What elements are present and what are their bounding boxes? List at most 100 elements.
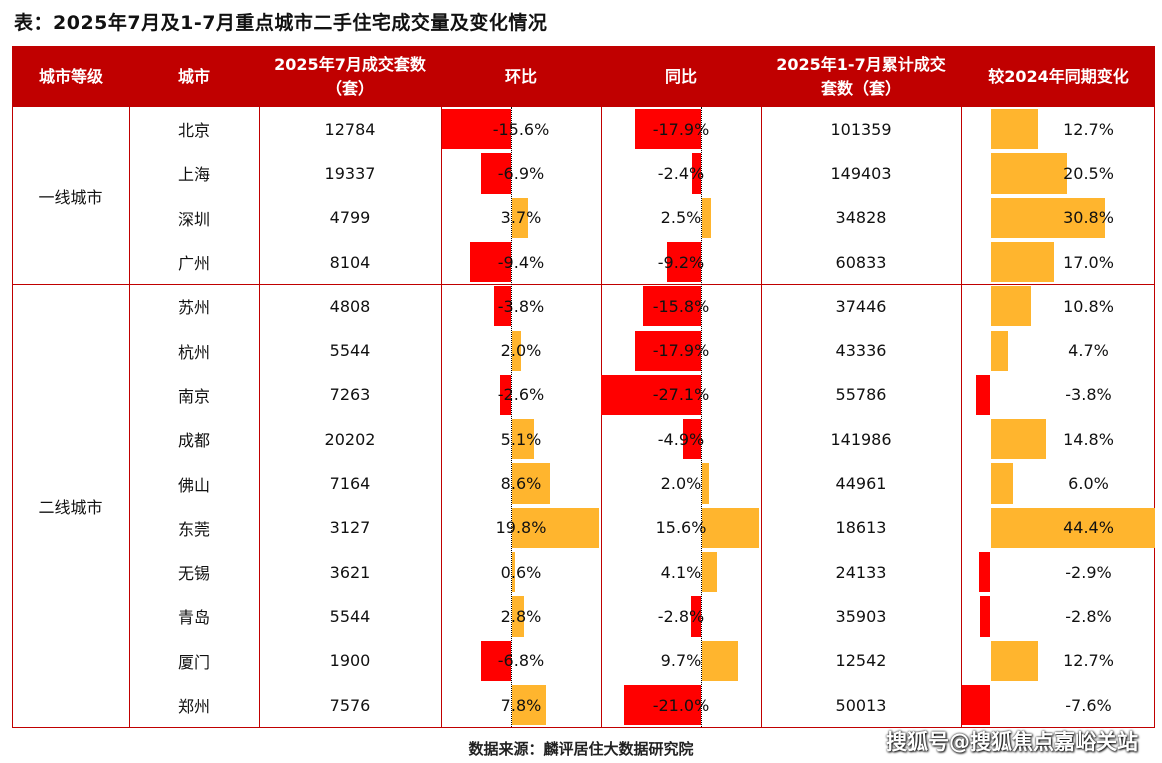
column-header: 环比 <box>504 67 537 86</box>
yoy-bar <box>690 596 701 637</box>
yoy-bar <box>635 330 701 371</box>
mom-axis-line <box>511 107 512 728</box>
mom-label: 0.6% <box>500 562 542 582</box>
yoy-label: -9.2% <box>657 252 705 272</box>
yoy-bar <box>692 153 701 194</box>
table-header: 城市等级 城市 2025年7月成交套数（套） 环比 同比 2025年1-7月累计成交套数（… <box>13 47 1154 107</box>
chg-bar <box>991 241 1054 283</box>
yoy-label: -27.1% <box>652 385 710 405</box>
mom-label: -9.4% <box>497 252 545 272</box>
watermark: 搜狐号@搜狐焦点嘉峪关站 <box>886 730 1138 754</box>
yoy-bar <box>667 241 701 283</box>
chg-bar <box>991 286 1031 327</box>
cum-cell: 60833 <box>835 252 887 272</box>
mom-label: -15.6% <box>492 119 550 139</box>
city-cell: 广州 <box>177 254 210 274</box>
tier-label: 一线城市 <box>38 187 103 207</box>
mom-label: -2.6% <box>497 385 545 405</box>
yoy-bar <box>702 507 760 548</box>
yoy-label: 4.1% <box>660 562 702 582</box>
yoy-label: 2.5% <box>660 208 702 228</box>
column-header: 城市 <box>177 67 210 86</box>
mom-label: -6.8% <box>497 651 545 671</box>
cum-cell: 44961 <box>835 474 887 494</box>
column-divider <box>441 107 442 728</box>
column-divider <box>601 107 602 728</box>
column-divider <box>961 107 962 728</box>
cum-cell: 50013 <box>835 695 887 715</box>
mom-label: 3.7% <box>500 208 542 228</box>
cum-cell: 35903 <box>835 606 887 626</box>
mom-bar <box>512 419 535 460</box>
cum-cell: 34828 <box>835 208 887 228</box>
yoy-bar <box>682 419 701 460</box>
yoy-bar <box>623 684 701 726</box>
yoy-bar <box>702 463 710 504</box>
column-divider <box>761 107 762 728</box>
tier-divider <box>13 284 1154 286</box>
mom-label: -6.9% <box>497 163 545 183</box>
vol-cell: 8104 <box>329 252 371 272</box>
yoy-bar <box>702 197 712 238</box>
cum-cell: 149403 <box>830 163 892 183</box>
chg-bar <box>991 153 1067 194</box>
mom-bar <box>512 552 515 593</box>
mom-bar <box>512 507 600 548</box>
column-divider <box>259 107 260 728</box>
mom-bar <box>469 241 511 283</box>
mom-bar <box>512 197 529 238</box>
cum-cell: 141986 <box>830 429 892 449</box>
mom-label: 2.8% <box>500 606 542 626</box>
chg-label: 12.7% <box>1063 651 1114 671</box>
vol-cell: 3127 <box>329 518 371 538</box>
mom-bar <box>512 463 550 504</box>
chg-label: 20.5% <box>1063 163 1114 183</box>
yoy-bar <box>601 374 701 416</box>
chg-label: 6.0% <box>1068 474 1109 494</box>
chg-label: 44.4% <box>1063 518 1114 538</box>
cum-cell: 37446 <box>835 296 887 316</box>
vol-cell: 3621 <box>329 562 371 582</box>
chg-label: 14.8% <box>1063 429 1114 449</box>
vol-cell: 7576 <box>329 695 371 715</box>
yoy-bar <box>702 552 718 593</box>
chg-label: -2.8% <box>1065 606 1112 626</box>
chg-bar <box>961 684 990 726</box>
city-cell: 东莞 <box>177 519 210 539</box>
mom-label: 8.6% <box>500 474 542 494</box>
mom-bar <box>442 109 511 150</box>
yoy-label: 2.0% <box>660 474 702 494</box>
mom-bar <box>480 153 511 194</box>
vol-cell: 7164 <box>329 474 371 494</box>
chg-bar <box>979 596 990 637</box>
city-cell: 成都 <box>177 431 210 451</box>
chg-bar <box>991 640 1038 681</box>
chg-bar <box>979 552 990 593</box>
tier-label: 二线城市 <box>38 497 103 517</box>
vol-cell: 20202 <box>324 429 376 449</box>
yoy-label: 15.6% <box>655 518 707 538</box>
mom-bar <box>494 286 511 327</box>
chg-bar <box>991 507 1156 548</box>
yoy-label: -2.8% <box>657 606 705 626</box>
column-divider <box>129 107 130 728</box>
vol-cell: 4799 <box>329 208 371 228</box>
chg-label: -3.8% <box>1065 385 1112 405</box>
city-cell: 佛山 <box>177 475 210 495</box>
chg-label: 17.0% <box>1063 252 1114 272</box>
yoy-label: -21.0% <box>652 695 710 715</box>
chg-bar <box>991 463 1014 504</box>
yoy-label: -2.4% <box>657 163 705 183</box>
chg-label: 10.8% <box>1063 296 1114 316</box>
mom-bar <box>512 596 525 637</box>
city-cell: 上海 <box>177 165 210 185</box>
cum-cell: 43336 <box>835 341 887 361</box>
mom-label: -3.8% <box>497 296 545 316</box>
chg-bar <box>991 419 1046 460</box>
chg-bar <box>991 109 1038 150</box>
cum-cell: 12542 <box>835 651 887 671</box>
city-cell: 杭州 <box>177 342 210 362</box>
city-cell: 苏州 <box>177 298 210 318</box>
column-header: 同比 <box>664 67 697 86</box>
yoy-label: -15.8% <box>652 296 710 316</box>
